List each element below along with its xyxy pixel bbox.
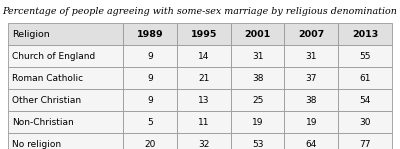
FancyBboxPatch shape — [231, 89, 284, 111]
Text: 20: 20 — [144, 140, 156, 149]
Text: 2007: 2007 — [298, 30, 324, 39]
FancyBboxPatch shape — [284, 23, 338, 45]
FancyBboxPatch shape — [284, 111, 338, 133]
Text: Non-Christian: Non-Christian — [12, 118, 74, 127]
FancyBboxPatch shape — [8, 133, 123, 149]
Text: 13: 13 — [198, 96, 210, 105]
FancyBboxPatch shape — [338, 45, 392, 67]
Text: Roman Catholic: Roman Catholic — [12, 74, 83, 83]
FancyBboxPatch shape — [338, 23, 392, 45]
Text: 54: 54 — [360, 96, 371, 105]
Text: 9: 9 — [147, 74, 153, 83]
FancyBboxPatch shape — [123, 45, 177, 67]
Text: 9: 9 — [147, 96, 153, 105]
FancyBboxPatch shape — [231, 67, 284, 89]
FancyBboxPatch shape — [338, 133, 392, 149]
Text: 38: 38 — [306, 96, 317, 105]
FancyBboxPatch shape — [8, 45, 123, 67]
FancyBboxPatch shape — [8, 111, 123, 133]
Text: 64: 64 — [306, 140, 317, 149]
Text: 11: 11 — [198, 118, 210, 127]
Text: Church of England: Church of England — [12, 52, 95, 61]
FancyBboxPatch shape — [177, 111, 231, 133]
FancyBboxPatch shape — [231, 133, 284, 149]
FancyBboxPatch shape — [123, 133, 177, 149]
Text: Other Christian: Other Christian — [12, 96, 81, 105]
FancyBboxPatch shape — [338, 111, 392, 133]
FancyBboxPatch shape — [8, 23, 123, 45]
FancyBboxPatch shape — [284, 67, 338, 89]
FancyBboxPatch shape — [8, 89, 123, 111]
Text: 2013: 2013 — [352, 30, 378, 39]
Text: 32: 32 — [198, 140, 210, 149]
Text: 5: 5 — [147, 118, 153, 127]
Text: 37: 37 — [306, 74, 317, 83]
Text: No religion: No religion — [12, 140, 61, 149]
Text: 53: 53 — [252, 140, 263, 149]
FancyBboxPatch shape — [177, 45, 231, 67]
Text: 38: 38 — [252, 74, 263, 83]
Text: 77: 77 — [359, 140, 371, 149]
Text: 19: 19 — [252, 118, 263, 127]
Text: 14: 14 — [198, 52, 210, 61]
Text: 2001: 2001 — [244, 30, 271, 39]
Text: 31: 31 — [252, 52, 263, 61]
Text: 19: 19 — [306, 118, 317, 127]
Text: Religion: Religion — [12, 30, 50, 39]
FancyBboxPatch shape — [338, 67, 392, 89]
FancyBboxPatch shape — [123, 111, 177, 133]
Text: 25: 25 — [252, 96, 263, 105]
FancyBboxPatch shape — [284, 133, 338, 149]
FancyBboxPatch shape — [231, 23, 284, 45]
Text: 21: 21 — [198, 74, 210, 83]
FancyBboxPatch shape — [231, 45, 284, 67]
FancyBboxPatch shape — [338, 89, 392, 111]
Text: 55: 55 — [359, 52, 371, 61]
FancyBboxPatch shape — [284, 45, 338, 67]
Text: 9: 9 — [147, 52, 153, 61]
FancyBboxPatch shape — [123, 23, 177, 45]
FancyBboxPatch shape — [177, 67, 231, 89]
Text: Percentage of people agreeing with some-sex marriage by religious denomination: Percentage of people agreeing with some-… — [2, 7, 398, 16]
Text: 1995: 1995 — [191, 30, 217, 39]
FancyBboxPatch shape — [123, 89, 177, 111]
FancyBboxPatch shape — [231, 111, 284, 133]
FancyBboxPatch shape — [177, 133, 231, 149]
Text: 1989: 1989 — [137, 30, 163, 39]
FancyBboxPatch shape — [177, 23, 231, 45]
FancyBboxPatch shape — [123, 67, 177, 89]
Text: 30: 30 — [359, 118, 371, 127]
Text: 31: 31 — [306, 52, 317, 61]
Text: 61: 61 — [359, 74, 371, 83]
FancyBboxPatch shape — [284, 89, 338, 111]
FancyBboxPatch shape — [177, 89, 231, 111]
FancyBboxPatch shape — [8, 67, 123, 89]
